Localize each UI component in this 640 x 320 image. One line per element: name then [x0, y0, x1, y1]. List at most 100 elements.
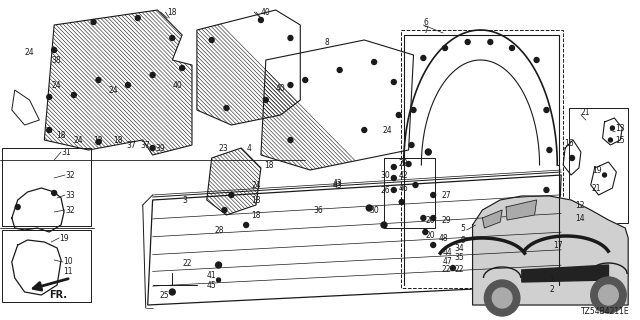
Text: 4: 4 — [246, 143, 251, 153]
Circle shape — [392, 79, 396, 84]
Text: 9: 9 — [461, 236, 466, 244]
Text: 35: 35 — [455, 253, 465, 262]
Text: TZ54B4211E: TZ54B4211E — [581, 308, 630, 316]
Text: 28: 28 — [214, 226, 224, 235]
Text: 33: 33 — [65, 190, 75, 199]
Text: 6: 6 — [424, 18, 428, 27]
Text: 40: 40 — [172, 81, 182, 90]
Circle shape — [443, 45, 447, 51]
Circle shape — [392, 175, 396, 180]
Text: 43: 43 — [333, 180, 342, 189]
Circle shape — [91, 20, 96, 25]
Circle shape — [392, 188, 396, 193]
Text: 11: 11 — [63, 268, 72, 276]
Text: 12: 12 — [575, 201, 584, 210]
Circle shape — [392, 164, 396, 170]
Circle shape — [47, 127, 52, 132]
Circle shape — [180, 66, 184, 70]
Circle shape — [288, 83, 293, 87]
Text: 18: 18 — [251, 211, 260, 220]
Circle shape — [411, 108, 416, 113]
Circle shape — [598, 285, 618, 305]
Circle shape — [544, 188, 549, 193]
Text: 24: 24 — [74, 135, 83, 145]
Circle shape — [421, 55, 426, 60]
Circle shape — [492, 288, 512, 308]
Text: 5: 5 — [461, 223, 466, 233]
Text: 14: 14 — [575, 213, 584, 222]
Circle shape — [52, 190, 56, 196]
Text: 36: 36 — [313, 205, 323, 214]
Text: 15: 15 — [615, 135, 625, 145]
Text: 38: 38 — [51, 55, 61, 65]
Text: 22: 22 — [182, 259, 191, 268]
Text: 17: 17 — [554, 241, 563, 250]
Circle shape — [264, 98, 268, 102]
Text: 27: 27 — [441, 190, 451, 199]
Text: 45: 45 — [207, 281, 216, 290]
Text: 23: 23 — [219, 143, 228, 153]
Text: 18: 18 — [93, 135, 103, 145]
Text: 34: 34 — [455, 244, 465, 252]
Text: 32: 32 — [65, 205, 75, 214]
Circle shape — [406, 162, 411, 166]
Text: 13: 13 — [615, 124, 625, 132]
Text: 10: 10 — [63, 258, 72, 267]
Text: 18: 18 — [168, 7, 177, 17]
Circle shape — [136, 15, 140, 20]
Text: 40: 40 — [261, 7, 271, 17]
Bar — [384, 158, 435, 228]
Polygon shape — [522, 265, 609, 282]
Text: 21: 21 — [592, 183, 601, 193]
Circle shape — [150, 73, 155, 77]
Text: 30: 30 — [380, 171, 390, 180]
Circle shape — [465, 39, 470, 44]
Text: 42: 42 — [399, 171, 408, 180]
Text: 19: 19 — [59, 234, 68, 243]
Text: 18: 18 — [251, 196, 260, 204]
Circle shape — [484, 280, 520, 316]
Circle shape — [366, 205, 372, 211]
Text: 24: 24 — [108, 85, 118, 94]
Polygon shape — [506, 200, 536, 220]
Bar — [569, 108, 628, 223]
Circle shape — [96, 140, 101, 145]
Text: 24: 24 — [251, 180, 260, 189]
Circle shape — [216, 278, 221, 282]
Circle shape — [413, 182, 418, 188]
Text: 18: 18 — [56, 131, 66, 140]
Circle shape — [362, 127, 367, 132]
Bar — [2, 230, 91, 302]
Circle shape — [431, 193, 436, 197]
Circle shape — [423, 229, 428, 235]
Circle shape — [150, 146, 155, 150]
Text: 31: 31 — [61, 148, 70, 156]
Text: 41: 41 — [207, 270, 216, 279]
Circle shape — [544, 108, 549, 113]
Text: 44: 44 — [443, 247, 453, 257]
Circle shape — [209, 37, 214, 43]
Circle shape — [609, 138, 612, 142]
Circle shape — [216, 262, 221, 268]
Text: 20: 20 — [426, 215, 435, 225]
Circle shape — [337, 68, 342, 73]
Circle shape — [399, 199, 404, 204]
Circle shape — [547, 148, 552, 153]
Text: 25: 25 — [159, 292, 169, 300]
Circle shape — [288, 36, 293, 41]
Text: 32: 32 — [65, 171, 75, 180]
Text: 30: 30 — [369, 205, 379, 214]
Text: 47: 47 — [443, 258, 453, 267]
Text: 24: 24 — [24, 47, 34, 57]
Circle shape — [431, 215, 436, 220]
Circle shape — [421, 215, 426, 220]
Circle shape — [396, 113, 401, 117]
Circle shape — [288, 138, 293, 142]
Circle shape — [259, 18, 264, 22]
Circle shape — [224, 106, 229, 110]
Text: 1: 1 — [549, 276, 554, 284]
Text: 24: 24 — [382, 125, 392, 134]
Text: 22: 22 — [441, 266, 451, 275]
Bar — [2, 148, 91, 226]
Text: 40: 40 — [276, 84, 285, 92]
